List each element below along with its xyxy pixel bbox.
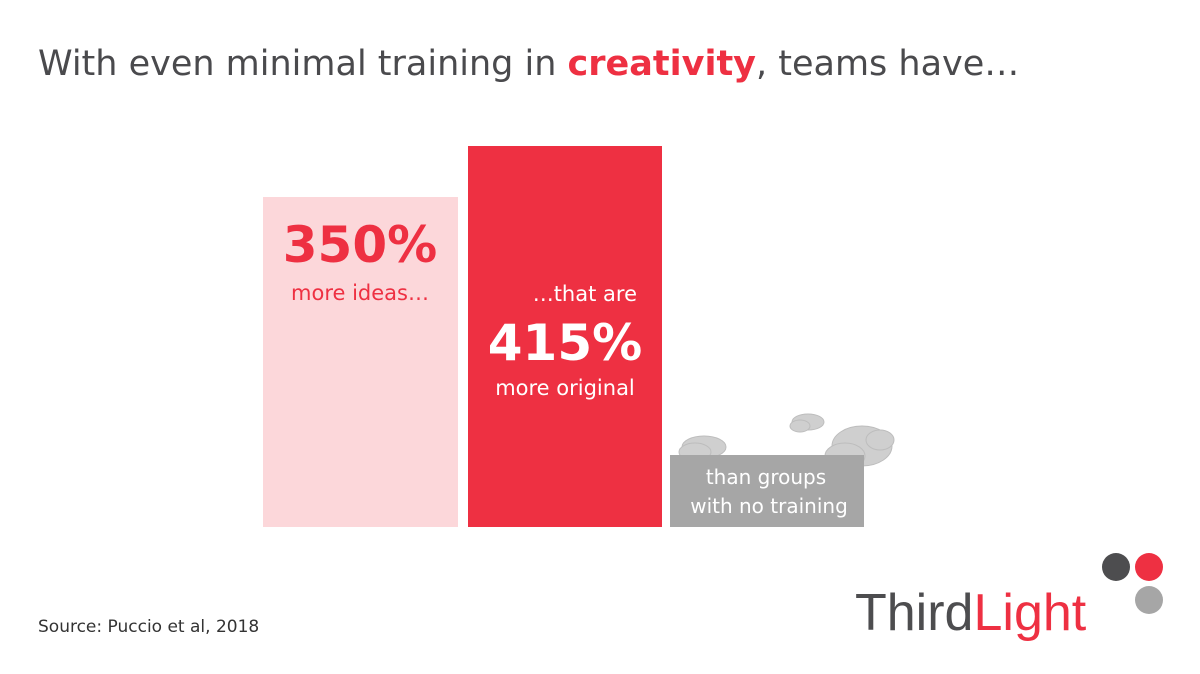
title-highlight: creativity	[568, 44, 757, 84]
title: With even minimal training in creativity…	[38, 44, 1019, 84]
bar-baseline	[670, 455, 864, 527]
title-text: , teams have…	[756, 44, 1019, 84]
card-caption: more ideas…	[291, 281, 429, 305]
logo-first: Third	[855, 584, 973, 642]
logo-dot	[1102, 553, 1130, 581]
logo-dot	[1135, 553, 1163, 581]
card-caption: more original	[495, 376, 635, 400]
card-text: with no training	[690, 494, 848, 518]
card-value: 350%	[283, 216, 437, 274]
card-lead: …that are	[533, 282, 637, 306]
source: Source: Puccio et al, 2018	[38, 617, 259, 637]
logo-dot	[1135, 586, 1163, 614]
bar-original	[468, 146, 662, 527]
logo: ThirdLight	[855, 584, 1087, 642]
card-text: than groups	[706, 465, 826, 489]
logo-second: Light	[973, 584, 1086, 642]
title-text: With even minimal training in	[38, 44, 568, 84]
card-value: 415%	[488, 314, 642, 372]
bar-ideas	[263, 197, 458, 527]
